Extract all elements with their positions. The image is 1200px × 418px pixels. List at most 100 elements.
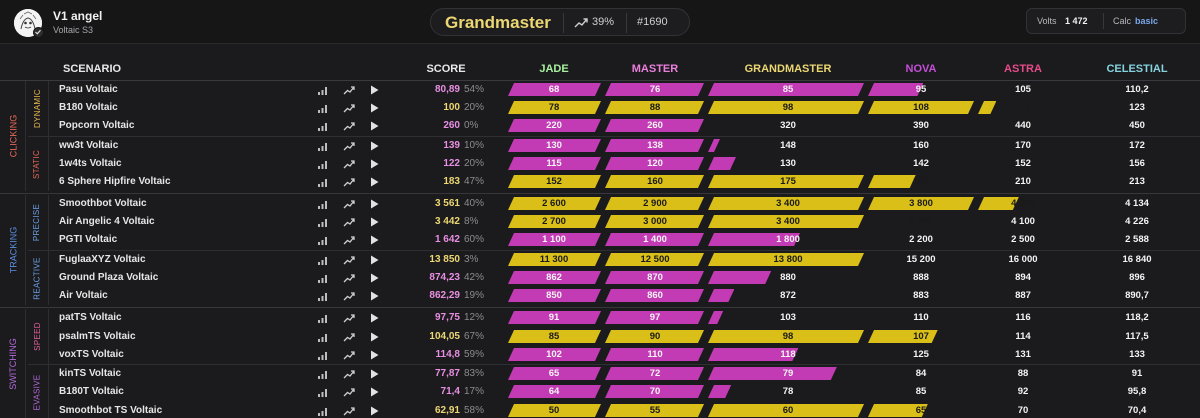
scenario-name[interactable]: 1w4ts Voltaic <box>59 158 122 169</box>
scenario-row[interactable]: Smoothbot Voltaic 3 561 40% 2 600 2 900 3 400… <box>50 195 1200 213</box>
rank-progress-segment <box>868 197 974 211</box>
scenario-name[interactable]: 6 Sphere Hipfire Voltaic <box>59 176 171 188</box>
play-icon[interactable] <box>370 291 379 301</box>
trend-icon[interactable] <box>343 291 355 301</box>
trend-icon[interactable] <box>343 235 355 245</box>
score-value: 183 <box>443 176 460 188</box>
trend-icon[interactable] <box>343 350 355 360</box>
scenario-name[interactable]: psalmTS Voltaic <box>59 330 136 342</box>
trend-icon[interactable] <box>343 255 355 265</box>
scenario-name[interactable]: voxTS Voltaic <box>59 348 124 360</box>
scenario-row[interactable]: psalmTS Voltaic 104,05 67% 85 90 98 107 114 117,… <box>50 328 1200 346</box>
bars-chart-icon[interactable] <box>318 178 328 188</box>
bars-chart-icon[interactable] <box>318 104 328 114</box>
scenario-row[interactable]: voxTS Voltaic 114,8 59% 102 110 118 125 131 133 <box>50 346 1200 364</box>
scenario-row[interactable]: 1w4ts Voltaic 122 20% 115 120 130 142 152 156 <box>50 155 1200 173</box>
bars-chart-icon[interactable] <box>318 256 328 266</box>
play-icon[interactable] <box>370 332 379 342</box>
scenario-row[interactable]: patTS Voltaic 97,75 12% 91 97 103 110 116 118,2 <box>50 309 1200 327</box>
scenario-row[interactable]: Ground Plaza Voltaic 874,23 42% 862 870 880 88… <box>50 269 1200 287</box>
play-icon[interactable] <box>370 350 379 360</box>
play-icon[interactable] <box>370 159 379 169</box>
bars-chart-icon[interactable] <box>318 274 328 284</box>
trend-icon[interactable] <box>343 103 355 113</box>
play-icon[interactable] <box>370 103 379 113</box>
play-icon[interactable] <box>370 235 379 245</box>
play-icon[interactable] <box>370 273 379 283</box>
play-icon[interactable] <box>370 177 379 187</box>
trend-icon[interactable] <box>343 121 355 131</box>
bars-chart-icon[interactable] <box>318 218 328 228</box>
scenario-row[interactable]: PGTI Voltaic 1 642 60% 1 100 1 400 1 800 2 200… <box>50 231 1200 249</box>
bars-chart-icon[interactable] <box>318 86 328 95</box>
scenario-row[interactable]: 6 Sphere Hipfire Voltaic 183 47% 152 160 175 1… <box>50 173 1200 191</box>
scenario-name[interactable]: FuglaaXYZ Voltaic <box>59 254 146 266</box>
scenario-row[interactable]: Air Voltaic 862,29 19% 850 860 872 883 887 890,7 <box>50 287 1200 305</box>
scenario-name[interactable]: Smoothbot Voltaic <box>59 198 147 210</box>
trend-icon[interactable] <box>343 177 355 187</box>
scenario-row[interactable]: Air Angelic 4 Voltaic 3 442 8% 2 700 3 000 3 … <box>50 213 1200 231</box>
trend-icon[interactable] <box>343 369 355 379</box>
scenario-row[interactable]: ww3t Voltaic 139 10% 130 138 148 160 170 172 <box>50 137 1200 155</box>
scenario-name[interactable]: B180T Voltaic <box>59 386 124 398</box>
bars-chart-icon[interactable] <box>318 292 328 302</box>
bars-chart-icon[interactable] <box>318 160 328 169</box>
bars-chart-icon[interactable] <box>318 200 328 210</box>
bars-chart-icon[interactable] <box>318 351 328 360</box>
trend-icon[interactable] <box>343 199 355 209</box>
scenario-name[interactable]: Ground Plaza Voltaic <box>59 272 159 284</box>
bars-chart-icon[interactable] <box>318 122 328 132</box>
rank-progress-segment <box>605 347 704 361</box>
bars-chart-icon[interactable] <box>318 314 328 324</box>
avatar[interactable] <box>14 9 42 37</box>
play-icon[interactable] <box>370 369 379 379</box>
scenario-name[interactable]: PGTI Voltaic <box>59 234 118 246</box>
scenario-name[interactable]: Air Voltaic <box>59 290 108 302</box>
trend-icon[interactable] <box>343 273 355 283</box>
scenario-row[interactable]: B180T Voltaic 71,4 17% 64 70 78 85 92 95,8 <box>50 383 1200 401</box>
play-icon[interactable] <box>370 141 379 151</box>
calc-mode-select[interactable]: basic <box>1135 16 1159 26</box>
scenario-name[interactable]: kinTS Voltaic <box>59 368 122 380</box>
play-icon[interactable] <box>370 313 379 323</box>
bars-chart-icon[interactable] <box>318 236 328 246</box>
scenario-name[interactable]: ww3t Voltaic <box>59 139 119 151</box>
trend-icon[interactable] <box>343 159 355 169</box>
trend-icon[interactable] <box>343 217 355 227</box>
scenario-row[interactable]: Popcorn Voltaic 260 0% 220 260 320 390 440 450 <box>50 117 1200 135</box>
scenario-row[interactable]: FuglaaXYZ Voltaic 13 850 3% 11 300 12 500 13 … <box>50 251 1200 269</box>
play-icon[interactable] <box>370 199 379 209</box>
trend-icon[interactable] <box>343 406 355 416</box>
threshold-celestial: 156 <box>1129 158 1145 169</box>
column-header-score[interactable]: SCORE <box>426 63 466 75</box>
play-icon[interactable] <box>370 406 379 416</box>
user-name[interactable]: V1 angel <box>53 9 103 23</box>
play-icon[interactable] <box>370 121 379 131</box>
scenario-name[interactable]: Air Angelic 4 Voltaic <box>59 216 155 228</box>
scenario-name[interactable]: Smoothbot TS Voltaic <box>59 404 163 416</box>
bars-chart-icon[interactable] <box>318 142 328 151</box>
bars-chart-icon[interactable] <box>318 333 328 342</box>
bars-chart-icon[interactable] <box>318 407 328 416</box>
scenario-row[interactable]: Pasu Voltaic 80,89 54% 68 76 85 95 105 110,2 <box>50 81 1200 99</box>
scenario-name[interactable]: patTS Voltaic <box>59 312 122 324</box>
play-icon[interactable] <box>370 387 379 397</box>
scenario-row[interactable]: kinTS Voltaic 77,87 83% 65 72 79 84 88 91 <box>50 365 1200 383</box>
trend-icon[interactable] <box>343 141 355 151</box>
play-icon[interactable] <box>370 217 379 227</box>
bars-chart-icon[interactable] <box>318 370 328 380</box>
threshold-astra: 114 <box>1015 330 1031 342</box>
play-icon[interactable] <box>370 85 379 95</box>
trend-icon[interactable] <box>343 313 355 323</box>
trend-icon[interactable] <box>343 85 355 95</box>
scenario-name[interactable]: Popcorn Voltaic <box>59 120 135 132</box>
scenario-row[interactable]: Smoothbot TS Voltaic 62,91 58% 50 55 60 65 70 70… <box>50 402 1200 418</box>
play-icon[interactable] <box>370 255 379 265</box>
scenario-row[interactable]: B180 Voltaic 100 20% 78 88 98 108 115 123 <box>50 99 1200 117</box>
bars-chart-icon[interactable] <box>318 388 328 398</box>
trend-icon[interactable] <box>343 387 355 397</box>
scenario-name[interactable]: B180 Voltaic <box>59 102 118 114</box>
trend-icon[interactable] <box>343 332 355 342</box>
scenario-name[interactable]: Pasu Voltaic <box>59 84 118 95</box>
threshold-nova: 84 <box>915 368 927 380</box>
